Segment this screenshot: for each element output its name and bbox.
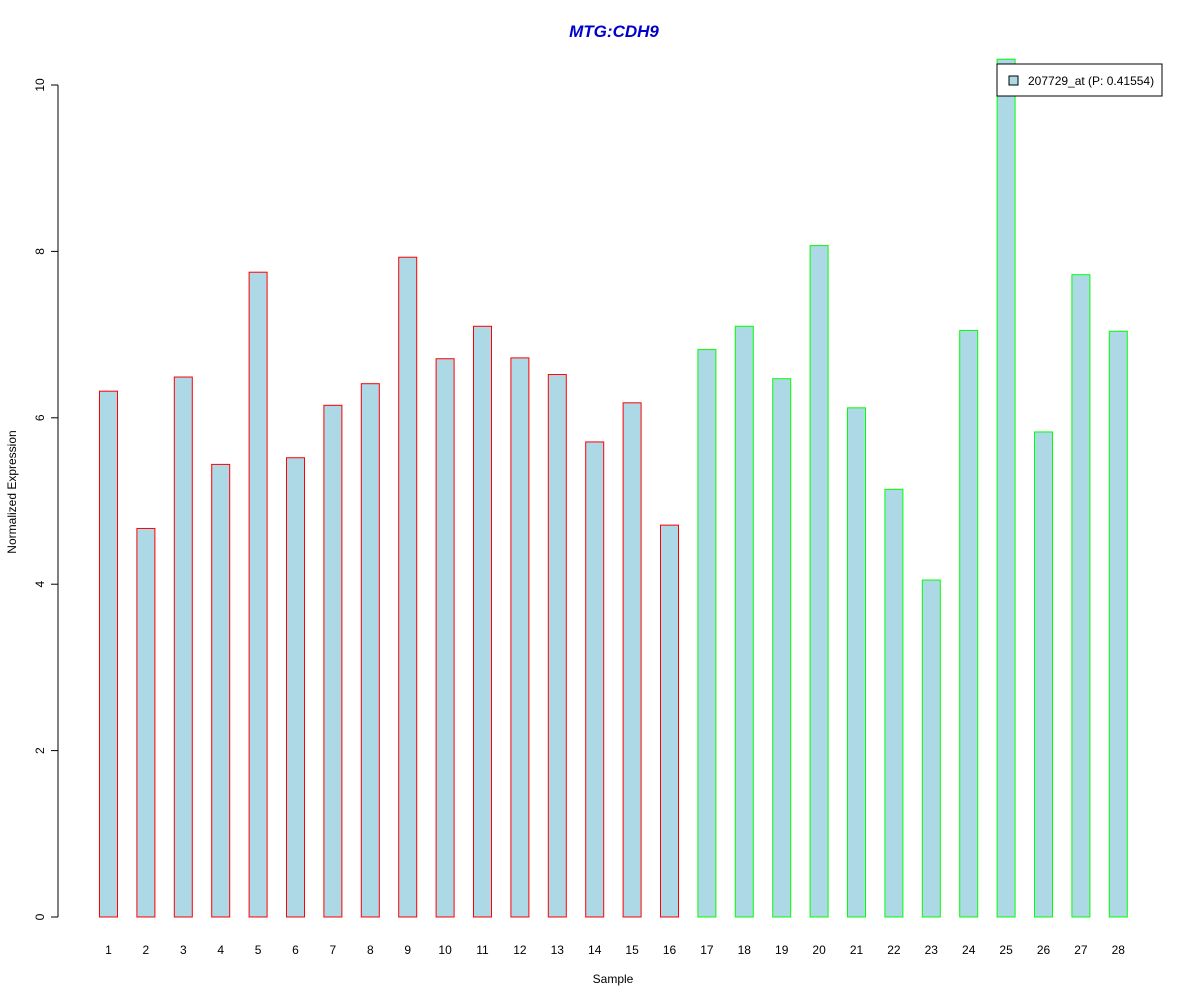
- x-tick-label: 11: [476, 943, 489, 957]
- y-axis-label: Normalized Expression: [5, 430, 19, 553]
- bar-sample-23: [921, 579, 941, 918]
- bar-sample-24: [959, 329, 979, 918]
- x-tick-label: 17: [700, 943, 714, 957]
- bar-sample-21: [847, 407, 866, 918]
- bar-sample-14: [585, 441, 605, 918]
- bar-sample-28: [1108, 330, 1128, 918]
- x-tick-label: 25: [999, 943, 1013, 957]
- x-tick-label: 10: [438, 943, 452, 957]
- x-tick-label: 4: [217, 943, 224, 957]
- bar-sample-6: [286, 457, 305, 918]
- y-tick-label: 2: [33, 747, 47, 754]
- x-tick-label: 16: [663, 943, 677, 957]
- bar-sample-15: [622, 402, 642, 918]
- y-tick-label: 4: [33, 581, 47, 588]
- x-tick-label: 23: [925, 943, 939, 957]
- x-tick-label: 15: [625, 943, 639, 957]
- bar-sample-9: [398, 256, 418, 918]
- x-tick-label: 27: [1074, 943, 1088, 957]
- x-tick-label: 21: [850, 943, 864, 957]
- x-tick-label: 19: [775, 943, 789, 957]
- bar-sample-19: [772, 378, 792, 918]
- x-tick-label: 24: [962, 943, 976, 957]
- bar-sample-18: [734, 325, 754, 918]
- chart-title: MTG:CDH9: [569, 22, 659, 41]
- bar-sample-12: [510, 357, 530, 918]
- x-tick-label: 14: [588, 943, 602, 957]
- legend: 207729_at (P: 0.41554): [996, 63, 1163, 97]
- bar-sample-10: [435, 358, 455, 918]
- x-tick-label: 6: [292, 943, 299, 957]
- x-tick-labels: 1 2 3 4 5 6 7 8 9 10 11 12 13 14 15 16 17 18 19 20 21 22 23 24 2…: [105, 943, 1125, 957]
- legend-entry-label: 207729_at (P: 0.41554): [1028, 74, 1154, 88]
- bar-sample-3: [173, 376, 193, 918]
- x-tick-label: 12: [513, 943, 527, 957]
- x-tick-label: 1: [105, 943, 112, 957]
- x-tick-label: 26: [1037, 943, 1051, 957]
- bar-sample-25: [996, 58, 1016, 918]
- bar-sample-8: [360, 383, 380, 918]
- bar-sample-22: [884, 488, 904, 918]
- x-tick-label: 2: [143, 943, 150, 957]
- x-tick-label: 22: [887, 943, 901, 957]
- x-tick-label: 18: [738, 943, 752, 957]
- y-tick-label: 6: [33, 414, 47, 421]
- x-tick-label: 8: [367, 943, 374, 957]
- bar-sample-11: [473, 325, 492, 918]
- x-tick-label: 7: [330, 943, 337, 957]
- bar-sample-1: [99, 390, 118, 918]
- bar-sample-16: [660, 524, 679, 918]
- y-tick-label: 10: [33, 78, 47, 92]
- x-tick-label: 13: [551, 943, 565, 957]
- bar-sample-17: [697, 349, 717, 918]
- bar-sample-2: [136, 527, 156, 918]
- x-tick-label: 9: [404, 943, 411, 957]
- x-tick-label: 3: [180, 943, 187, 957]
- bar-sample-7: [323, 404, 343, 918]
- y-axis: 0 2 4 6 8 10: [33, 78, 59, 920]
- bar-sample-20: [809, 245, 829, 918]
- x-tick-label: 5: [255, 943, 262, 957]
- x-axis-label: Sample: [593, 972, 634, 986]
- y-tick-label: 0: [33, 913, 47, 920]
- y-tick-label: 8: [33, 248, 47, 255]
- bar-sample-13: [547, 374, 567, 918]
- bars: [99, 58, 1128, 918]
- bar-sample-26: [1034, 431, 1053, 918]
- x-tick-label: 28: [1112, 943, 1126, 957]
- bar-sample-5: [248, 271, 268, 918]
- bar-sample-4: [211, 463, 231, 918]
- x-tick-label: 20: [812, 943, 826, 957]
- legend-swatch: [1008, 75, 1019, 86]
- bar-sample-27: [1071, 274, 1091, 918]
- legend-box: [996, 63, 1163, 97]
